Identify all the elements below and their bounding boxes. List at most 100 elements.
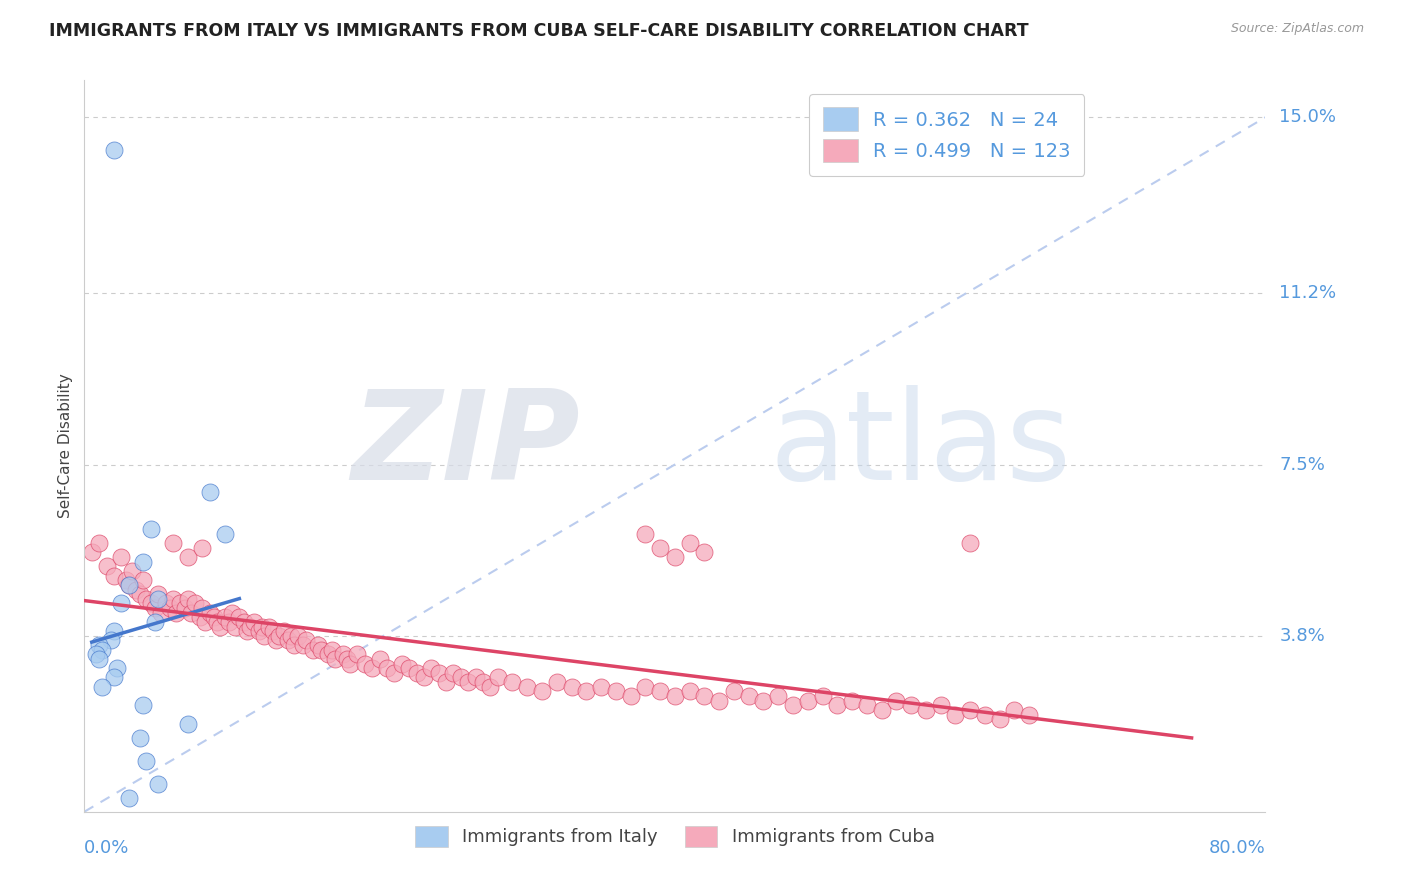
Point [575, 684, 598, 698]
Point [132, 698, 155, 713]
Point [375, 661, 398, 675]
Point [110, 596, 132, 610]
Point [184, 596, 207, 610]
Text: atlas: atlas [769, 385, 1071, 507]
Point [782, 698, 804, 713]
Point [605, 684, 627, 698]
Point [450, 670, 472, 684]
Point [546, 675, 568, 690]
Text: 7.5%: 7.5% [1279, 456, 1326, 474]
Point [236, 624, 259, 639]
Point [180, 606, 202, 620]
Point [752, 693, 775, 707]
Point [959, 703, 981, 717]
Point [266, 633, 288, 648]
Point [125, 582, 148, 597]
Point [391, 657, 413, 671]
Point [959, 536, 981, 550]
Point [87, 652, 111, 666]
Point [100, 633, 122, 648]
Point [336, 652, 359, 666]
Point [346, 648, 368, 662]
Point [139, 596, 162, 610]
Point [224, 619, 246, 633]
Point [103, 624, 125, 639]
Point [479, 680, 502, 694]
Point [650, 684, 672, 698]
Point [132, 574, 155, 588]
Point [84, 648, 107, 662]
Point [96, 559, 118, 574]
Point [103, 670, 125, 684]
Point [516, 680, 538, 694]
Point [177, 591, 200, 606]
Point [87, 638, 111, 652]
Point [316, 648, 339, 662]
Point [339, 657, 361, 671]
Point [114, 574, 136, 588]
Point [198, 485, 221, 500]
Point [129, 587, 152, 601]
Point [501, 675, 523, 690]
Point [841, 693, 863, 707]
Y-axis label: Self-Care Disability: Self-Care Disability [58, 374, 73, 518]
Point [169, 596, 191, 610]
Point [247, 624, 270, 639]
Point [368, 652, 391, 666]
Point [269, 629, 291, 643]
Point [332, 648, 354, 662]
Point [650, 541, 672, 555]
Point [250, 619, 273, 633]
Point [738, 689, 761, 703]
Point [693, 689, 716, 703]
Point [103, 143, 125, 157]
Point [405, 665, 427, 680]
Point [155, 596, 177, 610]
Point [148, 587, 170, 601]
Point [87, 536, 111, 550]
Point [214, 527, 236, 541]
Point [427, 665, 450, 680]
Point [273, 624, 295, 639]
Point [413, 670, 436, 684]
Point [464, 670, 486, 684]
Point [198, 606, 221, 620]
Point [177, 550, 200, 565]
Point [420, 661, 443, 675]
Point [105, 661, 128, 675]
Text: IMMIGRANTS FROM ITALY VS IMMIGRANTS FROM CUBA SELF-CARE DISABILITY CORRELATION C: IMMIGRANTS FROM ITALY VS IMMIGRANTS FROM… [49, 22, 1029, 40]
Point [797, 693, 820, 707]
Text: Source: ZipAtlas.com: Source: ZipAtlas.com [1230, 22, 1364, 36]
Point [634, 680, 657, 694]
Point [945, 707, 967, 722]
Point [486, 670, 509, 684]
Point [191, 541, 214, 555]
Point [280, 629, 302, 643]
Point [382, 665, 406, 680]
Point [988, 712, 1011, 726]
Point [118, 578, 141, 592]
Point [129, 731, 152, 745]
Point [679, 684, 702, 698]
Point [679, 536, 702, 550]
Point [191, 601, 214, 615]
Point [693, 545, 716, 559]
Point [709, 693, 731, 707]
Point [188, 610, 211, 624]
Point [295, 633, 318, 648]
Point [118, 790, 141, 805]
Point [207, 615, 229, 629]
Point [277, 633, 299, 648]
Point [162, 536, 184, 550]
Point [253, 629, 276, 643]
Point [121, 564, 143, 578]
Point [143, 601, 166, 615]
Point [531, 684, 554, 698]
Point [398, 661, 420, 675]
Point [974, 707, 997, 722]
Point [561, 680, 583, 694]
Point [768, 689, 790, 703]
Text: ZIP: ZIP [352, 385, 581, 507]
Point [302, 642, 325, 657]
Point [915, 703, 938, 717]
